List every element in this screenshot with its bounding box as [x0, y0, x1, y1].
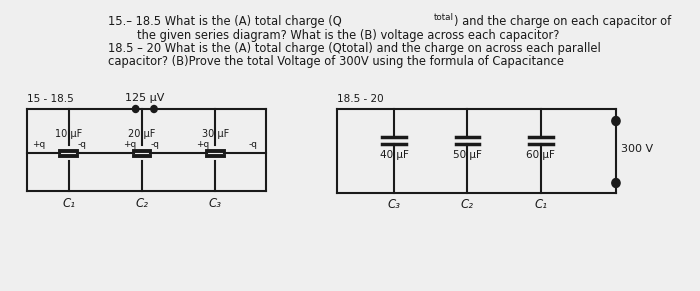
Text: C₃: C₃: [209, 197, 222, 210]
Text: 10 μF: 10 μF: [55, 129, 83, 139]
Text: +q: +q: [196, 140, 209, 149]
Text: 18.5 – 20 What is the (A) total charge (Qtotal) and the charge on across each pa: 18.5 – 20 What is the (A) total charge (…: [108, 42, 601, 55]
Text: C₁: C₁: [534, 198, 547, 211]
Text: 60 μF: 60 μF: [526, 150, 555, 160]
Text: 18.5 - 20: 18.5 - 20: [337, 94, 384, 104]
Text: C₁: C₁: [62, 197, 75, 210]
Text: the given series diagram? What is the (B) voltage across each capacitor?: the given series diagram? What is the (B…: [108, 29, 559, 42]
Text: -q: -q: [150, 140, 160, 149]
Circle shape: [150, 106, 158, 113]
Text: 50 μF: 50 μF: [453, 150, 482, 160]
Text: capacitor? (B)Prove the total Voltage of 300V using the formula of Capacitance: capacitor? (B)Prove the total Voltage of…: [108, 56, 564, 68]
Text: C₂: C₂: [461, 198, 474, 211]
Text: C₂: C₂: [136, 197, 148, 210]
Circle shape: [132, 106, 139, 113]
Text: 15.– 18.5 What is the (A) total charge (Q: 15.– 18.5 What is the (A) total charge (…: [108, 15, 342, 28]
Text: 30 μF: 30 μF: [202, 129, 229, 139]
Text: 15 - 18.5: 15 - 18.5: [27, 94, 74, 104]
Text: -q: -q: [77, 140, 86, 149]
Text: C₃: C₃: [388, 198, 400, 211]
Text: +q: +q: [122, 140, 136, 149]
Text: 300 V: 300 V: [622, 144, 654, 154]
Text: ) and the charge on each capacitor of: ) and the charge on each capacitor of: [454, 15, 671, 28]
Text: -q: -q: [248, 140, 258, 149]
Text: 20 μF: 20 μF: [128, 129, 156, 139]
Circle shape: [612, 116, 620, 125]
Text: total: total: [433, 13, 454, 22]
Text: +q: +q: [32, 140, 45, 149]
Text: 40 μF: 40 μF: [379, 150, 409, 160]
Circle shape: [612, 178, 620, 187]
Text: 125 μV: 125 μV: [125, 93, 164, 103]
